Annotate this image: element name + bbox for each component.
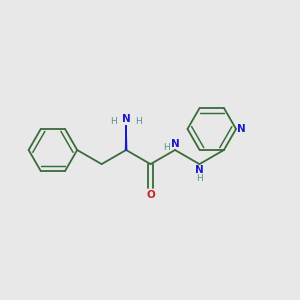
Text: N: N xyxy=(195,165,204,175)
Text: N: N xyxy=(171,139,179,149)
Text: N: N xyxy=(237,124,246,134)
Text: H: H xyxy=(163,142,170,152)
Text: H: H xyxy=(135,117,142,126)
Text: H: H xyxy=(110,117,117,126)
Polygon shape xyxy=(125,125,127,150)
Text: N: N xyxy=(122,114,130,124)
Text: H: H xyxy=(196,174,203,183)
Text: O: O xyxy=(146,190,155,200)
